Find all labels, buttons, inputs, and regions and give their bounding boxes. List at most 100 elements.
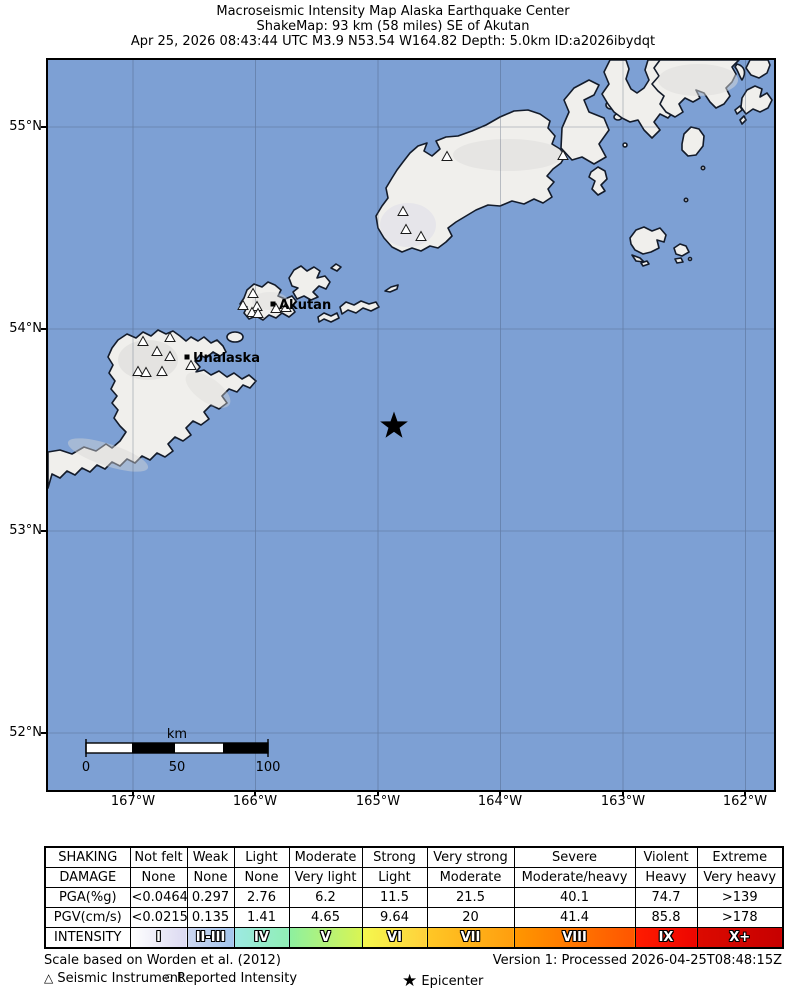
seismic-station-triangle — [557, 149, 569, 160]
cell: 1.41 — [233, 907, 290, 928]
cell: 4.65 — [288, 907, 363, 928]
map-footer: Scale based on Worden et al. (2012) Vers… — [44, 953, 782, 991]
island-unalaska — [48, 329, 257, 489]
title-line-1: Macroseismic Intensity Map Alaska Earthq… — [216, 4, 570, 19]
islet-sliver — [674, 257, 684, 264]
legend-item-reported-intensity: ○ Reported Intensity — [165, 971, 297, 986]
seismic-station-triangle — [137, 335, 149, 346]
seismic-station-triangle — [397, 205, 409, 216]
cell: Strong — [361, 846, 428, 868]
scale-bar: km 0 50 100 — [82, 727, 281, 775]
table-row-pga: PGA(%g) <0.0464 0.297 2.76 6.2 11.5 21.5… — [44, 887, 784, 908]
scale-bar-tick-100: 100 — [256, 760, 281, 775]
relief-patch — [252, 292, 288, 310]
intensity-cell-vii: VII — [426, 927, 515, 949]
table-row-pgv: PGV(cm/s) <0.0215 0.135 1.41 4.65 9.64 2… — [44, 907, 784, 928]
cell: None — [129, 867, 188, 888]
islet — [330, 263, 342, 272]
city-label-akutan: Akutan — [279, 298, 331, 313]
islet-hooked — [588, 166, 608, 196]
seismic-station-triangle — [280, 301, 292, 312]
cell: 20 — [426, 907, 515, 928]
cell: <0.0215 — [129, 907, 188, 928]
islet-hook-curl — [734, 63, 746, 81]
lat-label-52n: 52°N — [9, 725, 42, 740]
intensity-cell-x: X+ — [696, 927, 784, 949]
intensity-legend-table: SHAKING Not felt Weak Light Moderate Str… — [44, 846, 784, 949]
footer-notes: Scale based on Worden et al. (2012) Vers… — [44, 953, 782, 968]
island-right-edge — [740, 85, 773, 115]
lat-tick — [41, 530, 47, 532]
legend-label: Reported Intensity — [177, 971, 298, 986]
epicenter-star — [380, 411, 408, 438]
seismic-station-triangle — [164, 350, 176, 361]
map-canvas: Akutan Unalaska km 0 50 100 — [46, 58, 776, 792]
seismic-station-triangle — [151, 345, 163, 356]
row-label: DAMAGE — [44, 867, 131, 888]
table-row-damage: DAMAGE None None None Very light Light M… — [44, 867, 784, 888]
seismic-station-triangle — [441, 150, 453, 161]
island-archipelago-west — [629, 226, 667, 255]
island-top-corner — [745, 60, 771, 79]
cell: None — [233, 867, 290, 888]
lat-label-54n: 54°N — [9, 321, 42, 336]
relief-patch — [380, 203, 436, 247]
lon-label-162w: 162°W — [722, 794, 768, 809]
intensity-cell-i: I — [129, 927, 188, 949]
cell: Not felt — [129, 846, 188, 868]
intensity-cell-v: V — [288, 927, 363, 949]
cell: Moderate/heavy — [513, 867, 636, 888]
scale-bar-segment — [132, 743, 175, 753]
city-label-unalaska: Unalaska — [193, 351, 260, 366]
footer-legend: △ Seismic Instrument ○ Reported Intensit… — [44, 971, 782, 991]
legend-label: Seismic Instrument — [57, 971, 184, 986]
seismic-station-triangle — [140, 366, 152, 377]
islet-speck — [700, 165, 706, 171]
cell: Light — [233, 846, 290, 868]
lon-tick — [744, 790, 746, 796]
seismic-stations — [132, 149, 569, 377]
cell: >178 — [696, 907, 784, 928]
cell: 40.1 — [513, 887, 636, 908]
lon-tick — [499, 790, 501, 796]
cell: 0.297 — [186, 887, 235, 908]
cell: Severe — [513, 846, 636, 868]
cell: 74.7 — [634, 887, 698, 908]
islet-sliver — [640, 260, 650, 267]
city-dot-unalaska — [184, 354, 190, 360]
lon-label-167w: 167°W — [110, 794, 156, 809]
lon-label-164w: 164°W — [477, 794, 523, 809]
city-markers: Akutan Unalaska — [184, 298, 331, 366]
island-archipelago-east — [673, 243, 690, 257]
intensity-cell-viii: VIII — [513, 927, 636, 949]
map-svg: Akutan Unalaska km 0 50 100 — [48, 60, 774, 790]
cell: None — [186, 867, 235, 888]
lon-tick — [254, 790, 256, 796]
cell: Extreme — [696, 846, 784, 868]
cell: 11.5 — [361, 887, 428, 908]
lon-tick — [132, 790, 134, 796]
lon-tick — [622, 790, 624, 796]
seismic-station-triangle — [400, 223, 412, 234]
lon-tick — [377, 790, 379, 796]
lat-tick — [41, 126, 47, 128]
map-title: Macroseismic Intensity Map Alaska Earthq… — [30, 4, 756, 49]
seismic-station-triangle — [185, 359, 197, 370]
triangle-icon: △ — [44, 971, 54, 985]
star-icon: ★ — [402, 971, 418, 991]
seismic-station-triangle — [415, 230, 427, 241]
cell: 21.5 — [426, 887, 515, 908]
table-row-intensity: INTENSITY I II-III IV V VI VII VIII IX X… — [44, 927, 784, 949]
intensity-cell-vi: VI — [361, 927, 428, 949]
islet-sliver — [384, 284, 399, 293]
relief-patch — [453, 139, 563, 171]
seismic-station-triangle — [252, 307, 264, 318]
cell: Light — [361, 867, 428, 888]
lat-tick — [41, 732, 47, 734]
lon-label-166w: 166°W — [232, 794, 278, 809]
islet-sliver — [734, 105, 743, 115]
legend-label: Epicenter — [421, 974, 484, 989]
islet-sliver — [739, 115, 747, 125]
city-dot-akutan — [270, 301, 276, 307]
cell: Heavy — [634, 867, 698, 888]
